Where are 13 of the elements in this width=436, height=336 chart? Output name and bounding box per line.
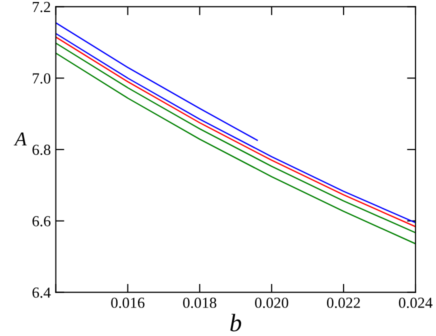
y-axis-title: A [14, 132, 27, 146]
x-tick-label: 0.018 [183, 298, 216, 308]
y-tick-label: 6.4 [32, 288, 51, 298]
text: 0.020 [255, 298, 288, 308]
x-tick-label: 0.022 [326, 298, 360, 308]
text: 7.0 [32, 73, 50, 84]
line-series [56, 22, 258, 141]
x-axis-title: b [230, 314, 242, 332]
y-tick-label: 6.8 [32, 144, 50, 156]
y-tick-label: 7.2 [32, 2, 50, 12]
x-tick-label: 0.016 [111, 298, 144, 308]
x-tick-label: 0.024 [398, 298, 432, 308]
y-tick-label: 6.6 [32, 216, 50, 226]
